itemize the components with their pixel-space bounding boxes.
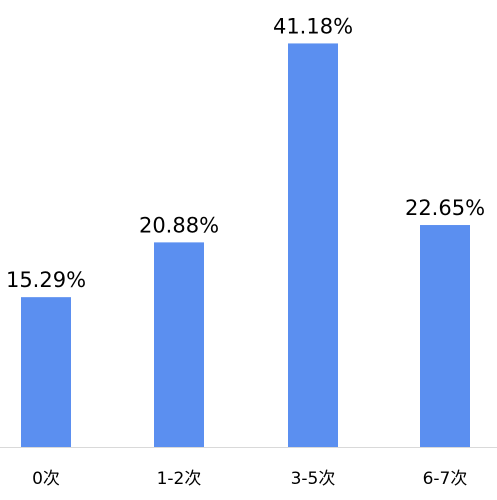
data-label-1: 20.88% [139,213,219,237]
x-tick-labels-layer: 0次 1-2次 3-5次 6-7次 [32,469,467,489]
data-label-2: 41.18% [273,14,353,38]
x-tick-label-0: 0次 [32,469,60,489]
x-tick-label-2: 3-5次 [291,469,336,489]
bar-0 [21,297,71,447]
x-tick-label-1: 1-2次 [157,469,202,489]
bar-3 [420,225,470,447]
bars-layer [21,43,470,447]
x-tick-label-3: 6-7次 [423,469,468,489]
bar-1 [154,242,204,447]
data-label-3: 22.65% [405,196,485,220]
bar-2 [288,43,338,447]
data-label-0: 15.29% [6,268,86,292]
labels-layer: 15.29% 20.88% 41.18% 22.65% [6,14,485,292]
